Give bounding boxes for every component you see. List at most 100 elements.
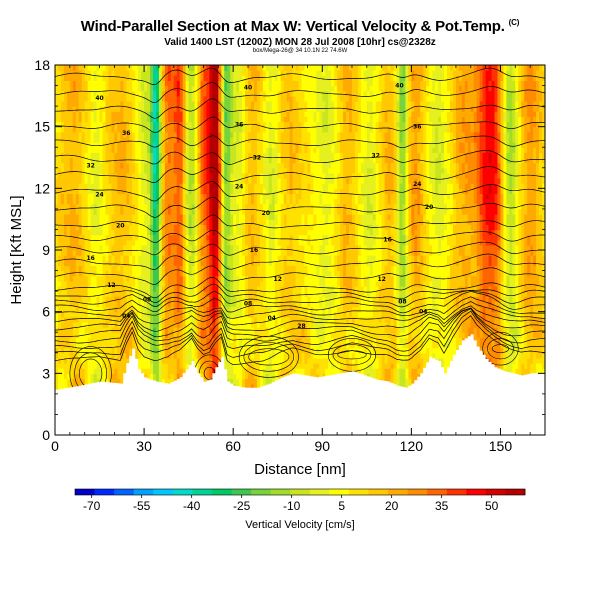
- velocity-cell: [72, 142, 77, 148]
- velocity-cell: [87, 342, 92, 349]
- velocity-cell: [194, 80, 199, 87]
- velocity-cell: [153, 270, 157, 277]
- velocity-cell: [138, 347, 142, 354]
- velocity-cell: [215, 229, 219, 236]
- velocity-cell: [96, 80, 101, 87]
- velocity-cell: [105, 208, 110, 215]
- velocity-cell: [129, 260, 133, 267]
- velocity-cell: [66, 142, 71, 148]
- velocity-cell: [239, 198, 243, 205]
- velocity-cell: [239, 183, 243, 189]
- velocity-cell: [253, 337, 258, 344]
- velocity-cell: [218, 178, 222, 184]
- velocity-cell: [239, 178, 243, 184]
- velocity-cell: [96, 285, 101, 292]
- velocity-cell: [248, 301, 252, 308]
- velocity-cell: [55, 363, 59, 369]
- velocity-cell: [170, 106, 175, 112]
- velocity-cell: [105, 368, 110, 374]
- velocity-cell: [167, 214, 172, 220]
- velocity-cell: [256, 85, 261, 92]
- velocity-cell: [170, 311, 175, 318]
- velocity-cell: [200, 193, 205, 200]
- velocity-cell: [120, 65, 124, 71]
- velocity-cell: [135, 188, 139, 195]
- velocity-cell: [209, 172, 213, 179]
- velocity-cell: [239, 203, 243, 210]
- velocity-cell: [167, 65, 172, 71]
- velocity-cell: [147, 368, 151, 374]
- velocity-cell: [221, 193, 225, 200]
- velocity-cell: [248, 321, 252, 328]
- velocity-cell: [57, 234, 62, 241]
- velocity-cell: [164, 85, 169, 92]
- velocity-cell: [200, 327, 205, 333]
- velocity-cell: [135, 306, 139, 313]
- velocity-cell: [60, 75, 65, 82]
- velocity-cell: [188, 203, 193, 210]
- velocity-cell: [60, 100, 65, 107]
- velocity-cell: [200, 357, 205, 364]
- velocity-cell: [55, 147, 59, 153]
- velocity-cell: [209, 142, 213, 148]
- velocity-cell: [182, 311, 187, 318]
- velocity-cell: [227, 244, 231, 251]
- velocity-cell: [117, 80, 121, 87]
- velocity-cell: [227, 111, 231, 117]
- velocity-cell: [191, 172, 196, 179]
- velocity-cell: [203, 373, 208, 380]
- velocity-cell: [75, 306, 80, 313]
- velocity-cell: [194, 208, 199, 215]
- velocity-cell: [230, 265, 234, 272]
- velocity-cell: [138, 260, 142, 267]
- velocity-cell: [212, 301, 216, 308]
- velocity-cell: [179, 234, 184, 241]
- velocity-cell: [147, 301, 151, 308]
- velocity-cell: [230, 167, 234, 174]
- velocity-cell: [242, 142, 246, 148]
- velocity-cell: [63, 260, 68, 267]
- velocity-cell: [150, 296, 154, 302]
- velocity-cell: [81, 265, 86, 272]
- velocity-cell: [135, 234, 139, 241]
- velocity-cell: [206, 203, 211, 210]
- velocity-cell: [108, 75, 113, 82]
- velocity-cell: [221, 296, 225, 302]
- velocity-cell: [239, 270, 243, 277]
- velocity-cell: [57, 188, 62, 195]
- velocity-cell: [176, 172, 181, 179]
- velocity-cell: [209, 106, 213, 112]
- velocity-cell: [233, 100, 237, 107]
- velocity-cell: [153, 111, 157, 117]
- velocity-cell: [96, 90, 101, 97]
- velocity-cell: [153, 208, 157, 215]
- velocity-cell: [153, 224, 157, 231]
- velocity-cell: [194, 316, 199, 323]
- velocity-cell: [132, 152, 136, 159]
- velocity-cell: [138, 363, 142, 369]
- velocity-cell: [144, 111, 148, 117]
- velocity-cell: [63, 378, 68, 385]
- velocity-cell: [248, 126, 252, 133]
- velocity-cell: [114, 311, 118, 318]
- velocity-cell: [170, 291, 175, 297]
- velocity-cell: [84, 183, 89, 189]
- velocity-cell: [209, 291, 213, 297]
- velocity-cell: [239, 291, 243, 297]
- velocity-cell: [245, 178, 249, 184]
- velocity-cell: [170, 80, 175, 87]
- velocity-cell: [236, 100, 240, 107]
- velocity-cell: [173, 172, 178, 179]
- velocity-cell: [173, 116, 178, 123]
- velocity-cell: [164, 208, 169, 215]
- velocity-cell: [176, 342, 181, 349]
- velocity-cell: [72, 224, 77, 231]
- velocity-cell: [150, 321, 154, 328]
- velocity-cell: [158, 250, 163, 256]
- velocity-cell: [224, 188, 228, 195]
- velocity-cell: [194, 306, 199, 313]
- velocity-cell: [135, 265, 139, 272]
- velocity-cell: [256, 131, 261, 138]
- velocity-cell: [117, 234, 121, 241]
- velocity-cell: [126, 342, 130, 349]
